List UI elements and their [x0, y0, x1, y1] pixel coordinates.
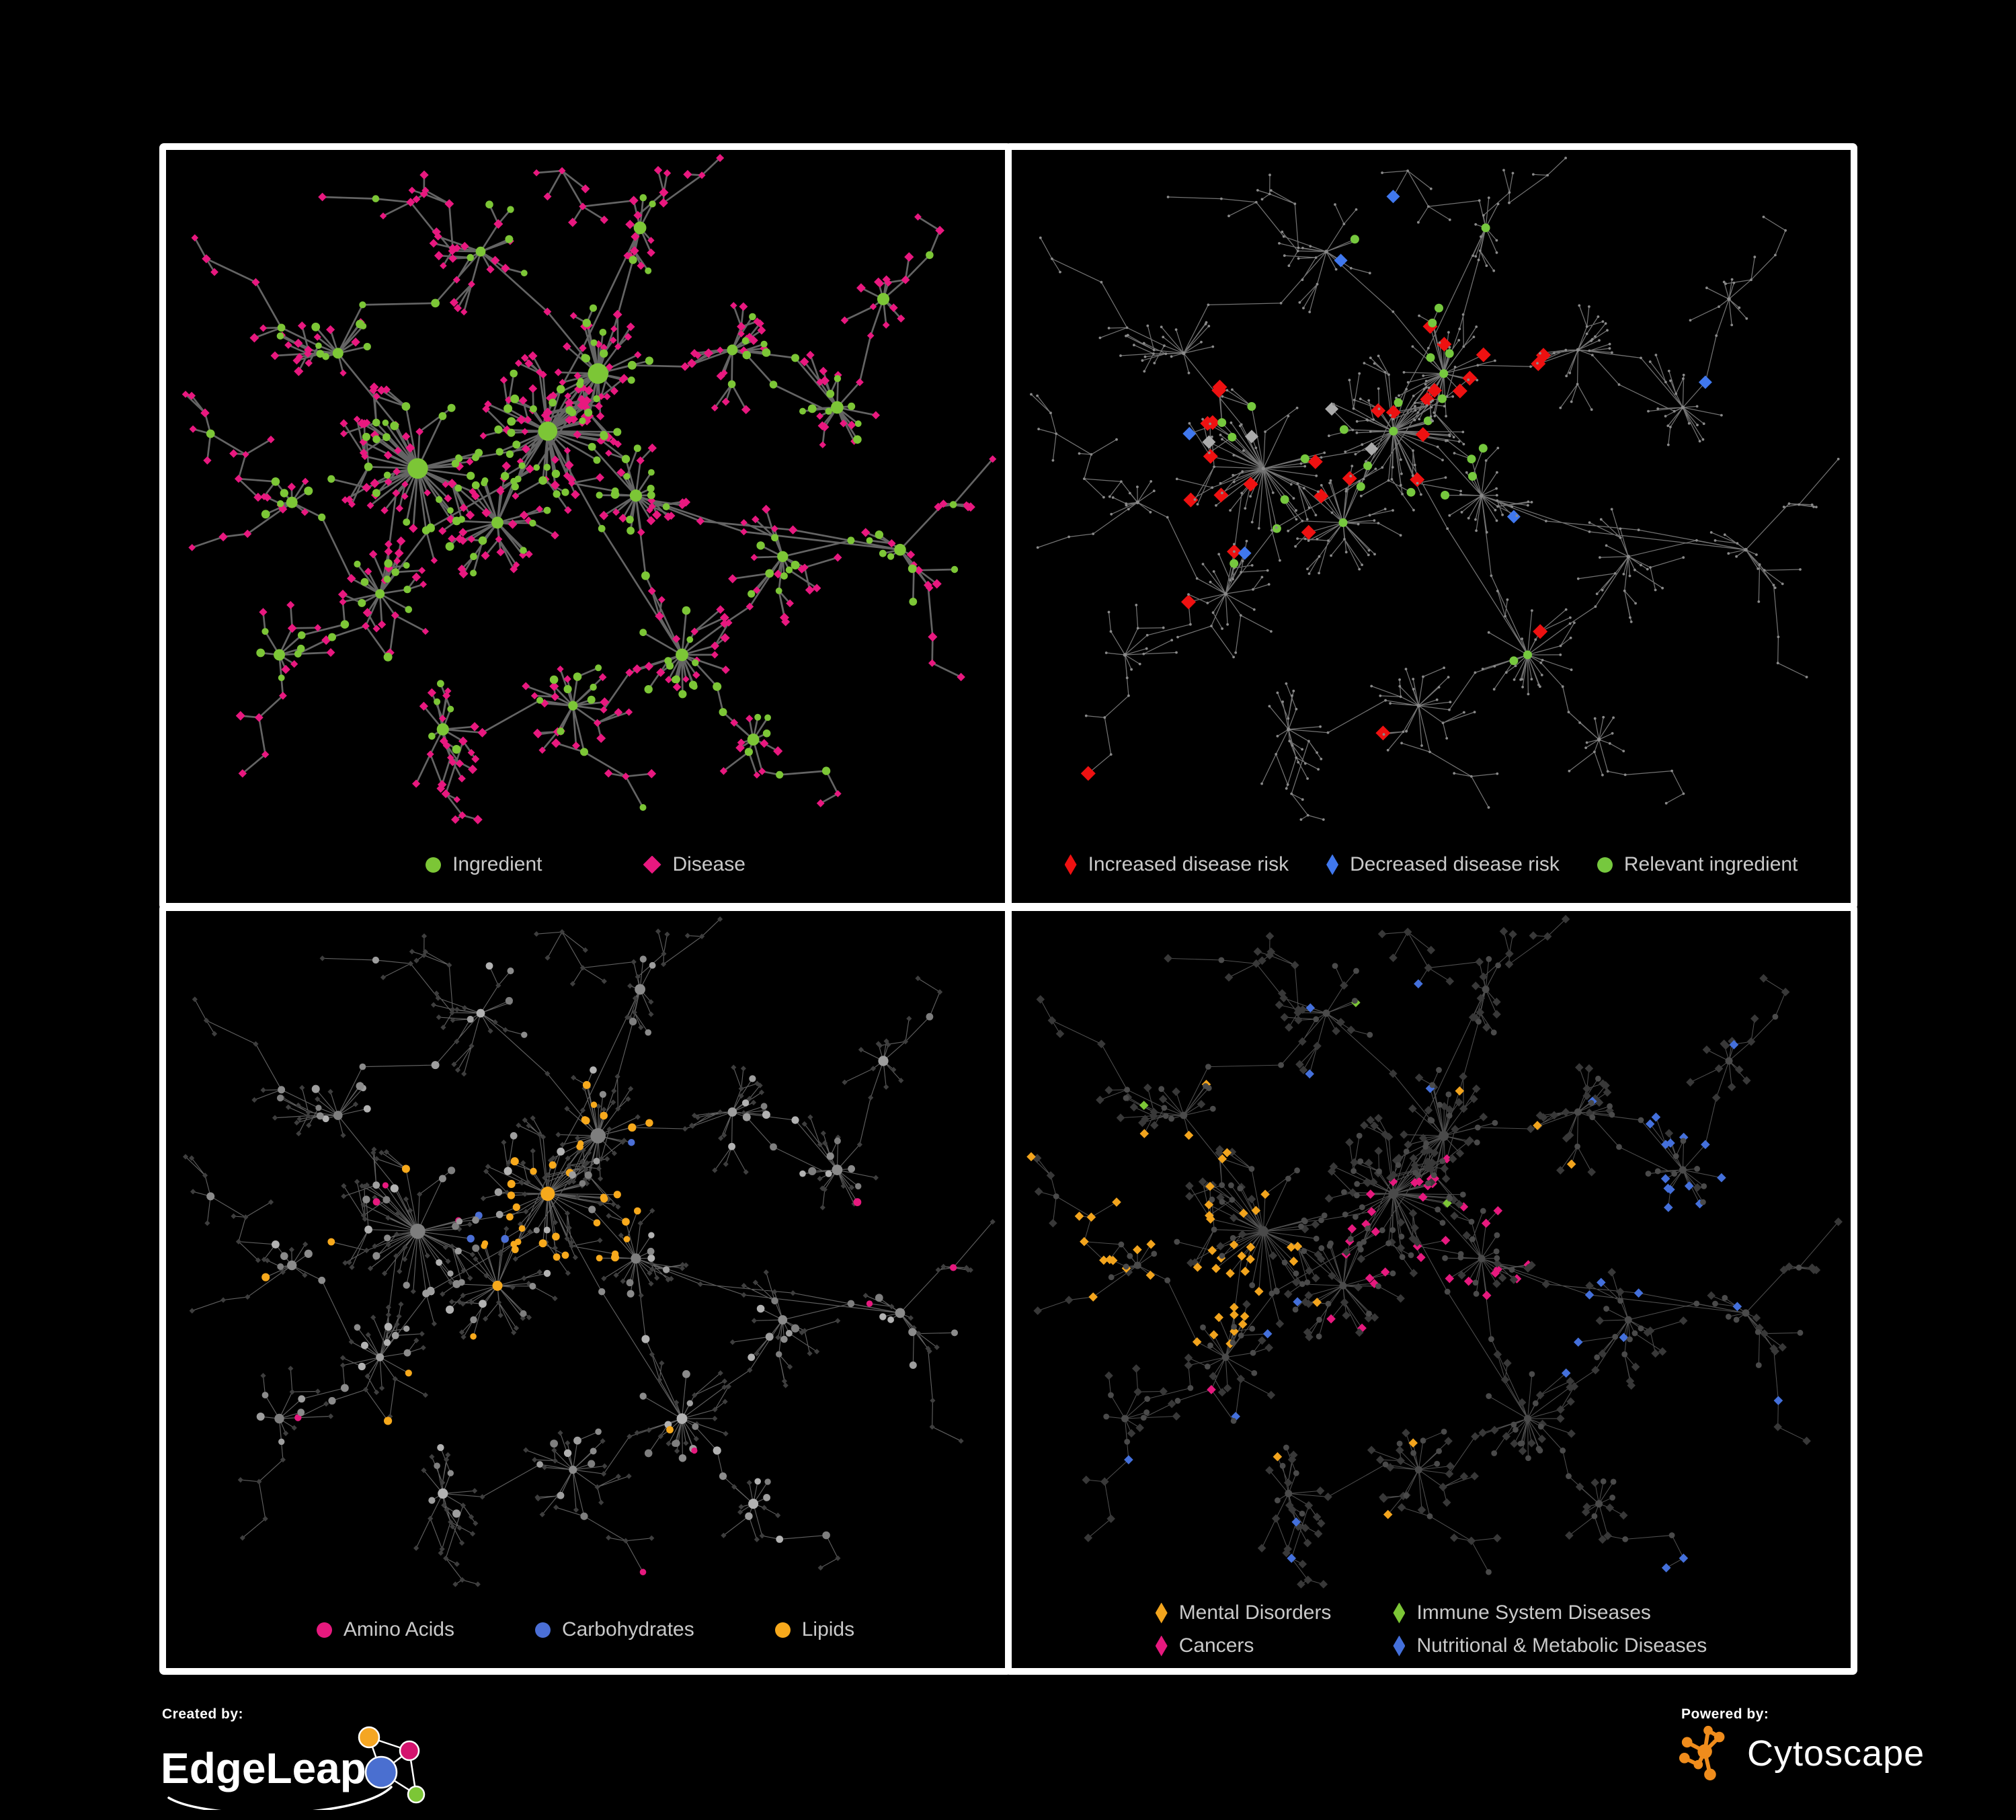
mental-disorders-diamond-icon: [1155, 1602, 1168, 1624]
network-graph-disease-classes: [1026, 914, 1843, 1589]
network-graph-disease-risk: [1030, 157, 1840, 821]
edgeleap-network-icon: [358, 1726, 426, 1804]
legend-label: Carbohydrates: [561, 1618, 694, 1640]
legend-item-relevant-ingredient: Relevant ingredient: [1597, 853, 1798, 876]
legend-label: Amino Acids: [343, 1618, 454, 1640]
edgeleap-node-blue: [364, 1755, 398, 1789]
legend-label: Decreased disease risk: [1350, 853, 1560, 875]
ingredient-circle-icon: [426, 857, 442, 873]
network-graph-ingredient-disease: [182, 154, 997, 824]
legend-label: Cancers: [1178, 1634, 1254, 1657]
cancers-diamond-icon: [1155, 1635, 1168, 1657]
panel-nutrient-classes: Amino Acids Carbohydrates Lipids: [159, 904, 1012, 1675]
legend-item-ingredient: Ingredient: [426, 853, 542, 876]
legend-label: Ingredient: [452, 853, 542, 875]
legend-item-carbohydrates: Carbohydrates: [534, 1618, 694, 1641]
immune-system-diseases-diamond-icon: [1393, 1602, 1406, 1624]
legend-label: Disease: [672, 853, 745, 875]
legend-label: Immune System Diseases: [1416, 1601, 1651, 1624]
created-by-label: Created by:: [162, 1706, 244, 1722]
increased-risk-diamond-icon: [1064, 854, 1077, 875]
legend-label: Relevant ingredient: [1623, 853, 1798, 875]
network-graph-nutrient-classes: [182, 916, 996, 1587]
legend-disease-risk: Increased disease risk Decreased disease…: [1012, 853, 1851, 876]
lipids-circle-icon: [774, 1622, 791, 1638]
edgeleap-logo: Created by: EdgeLeap: [159, 1706, 455, 1815]
legend-item-immune-system-diseases: Immune System Diseases: [1393, 1601, 1707, 1624]
legend-label: Increased disease risk: [1088, 853, 1289, 875]
panel-ingredient-disease: Ingredient Disease: [159, 143, 1012, 910]
decreased-risk-diamond-icon: [1326, 854, 1339, 875]
relevant-ingredient-circle-icon: [1597, 857, 1613, 873]
legend-disease-classes: Mental Disorders Immune System Diseases …: [1012, 1601, 1851, 1657]
edgeleap-node-green: [407, 1785, 426, 1804]
legend-item-nutritional-metabolic-diseases: Nutritional & Metabolic Diseases: [1393, 1634, 1707, 1657]
legend-item-disease: Disease: [643, 853, 745, 876]
cytoscape-brand-text: Cytoscape: [1747, 1733, 1925, 1774]
legend-item-increased-risk: Increased disease risk: [1064, 853, 1289, 876]
nutritional-metabolic-diamond-icon: [1393, 1635, 1406, 1657]
panel-disease-risk: Increased disease risk Decreased disease…: [1005, 143, 1857, 910]
cytoscape-logo: Powered by: Cytoscape: [1679, 1706, 1925, 1783]
legend-item-decreased-risk: Decreased disease risk: [1326, 853, 1560, 876]
edgeleap-brand-text: EdgeLeap: [161, 1744, 366, 1792]
legend-label: Mental Disorders: [1178, 1601, 1332, 1624]
cytoscape-network-icon: [1679, 1725, 1725, 1781]
legend-label: Nutritional & Metabolic Diseases: [1416, 1634, 1707, 1657]
legend-item-mental-disorders: Mental Disorders: [1155, 1601, 1332, 1624]
amino-acids-circle-icon: [316, 1622, 332, 1638]
legend-item-lipids: Lipids: [774, 1618, 855, 1641]
edgeleap-node-orange: [358, 1726, 380, 1749]
panel-disease-classes: Mental Disorders Immune System Diseases …: [1005, 904, 1857, 1675]
powered-by-label: Powered by:: [1681, 1706, 1769, 1722]
legend-ingredient-disease: Ingredient Disease: [166, 853, 1005, 876]
edgeleap-node-magenta: [399, 1740, 420, 1762]
carbohydrates-circle-icon: [534, 1622, 551, 1638]
legend-item-cancers: Cancers: [1155, 1634, 1332, 1657]
disease-diamond-icon: [643, 855, 661, 874]
legend-item-amino-acids: Amino Acids: [316, 1618, 454, 1641]
legend-label: Lipids: [801, 1618, 855, 1640]
edgeleap-wordmark-and-network-icon: EdgeLeap: [161, 1726, 426, 1815]
legend-nutrient-classes: Amino Acids Carbohydrates Lipids: [166, 1618, 1005, 1641]
